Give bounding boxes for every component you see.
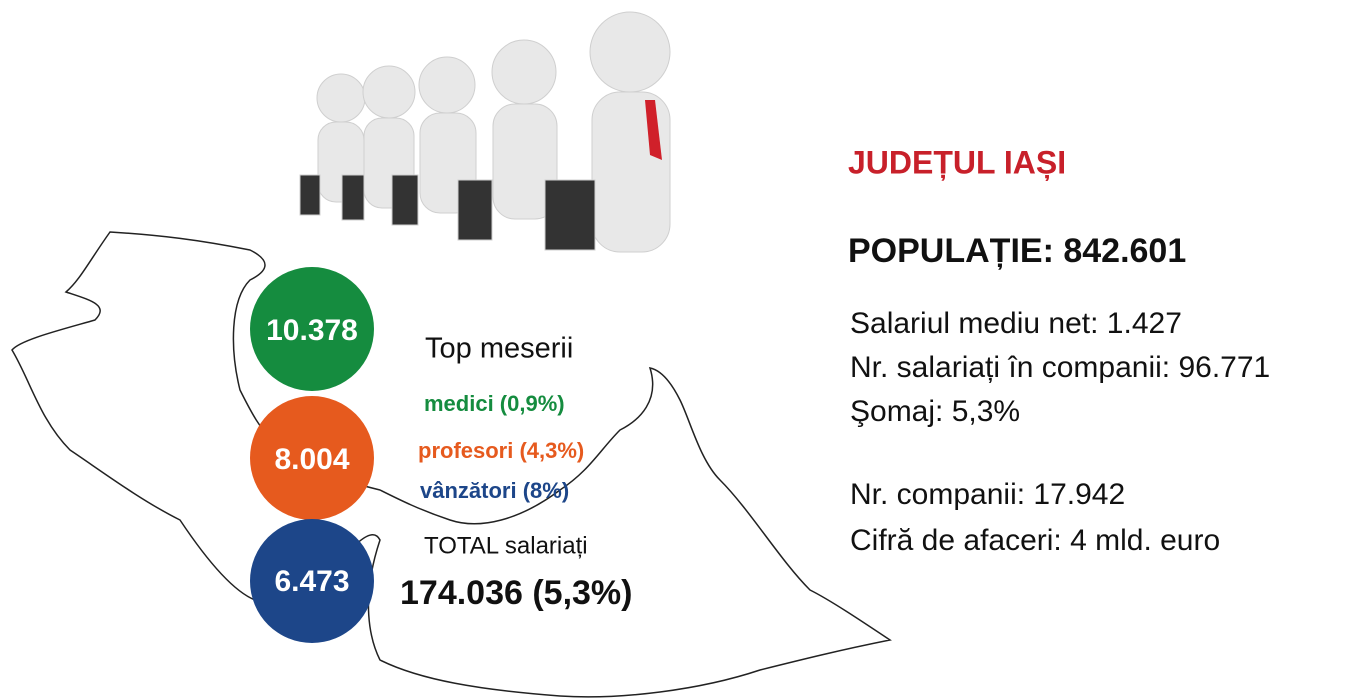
stat: Şomaj: 5,3% — [850, 395, 1020, 428]
circle-orange — [250, 396, 374, 520]
circle-green — [250, 267, 374, 391]
stat: Nr. companii: 17.942 — [850, 478, 1125, 511]
business-figures — [299, 11, 671, 253]
section-title: Top meserii — [425, 333, 573, 365]
circle-number: 10.378 — [266, 314, 358, 347]
population: POPULAȚIE: 842.601 — [848, 232, 1186, 270]
stat: Nr. salariați în companii: 96.771 — [850, 351, 1270, 384]
stat: Cifră de afaceri: 4 mld. euro — [850, 524, 1220, 557]
total-label: TOTAL salariați — [424, 532, 588, 559]
stat: Salariul mediu net: 1.427 — [850, 307, 1182, 340]
map-outline — [11, 231, 892, 698]
county-title: JUDEȚUL IAȘI — [848, 144, 1066, 180]
circle-blue — [250, 519, 374, 643]
job-item: vânzători (8%) — [420, 478, 569, 503]
job-item: medici (0,9%) — [424, 391, 565, 416]
total-value: 174.036 (5,3%) — [400, 574, 633, 612]
job-item: profesori (4,3%) — [418, 438, 584, 463]
circle-number: 8.004 — [274, 443, 349, 476]
circle-number: 6.473 — [274, 565, 349, 598]
